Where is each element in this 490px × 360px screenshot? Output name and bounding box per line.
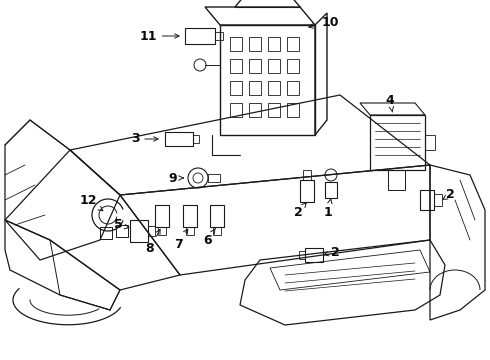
Text: 6: 6 <box>204 228 216 247</box>
Text: 9: 9 <box>169 171 183 184</box>
Text: 12: 12 <box>79 194 103 211</box>
Text: 2: 2 <box>324 246 340 258</box>
Text: 3: 3 <box>131 132 158 145</box>
Text: 11: 11 <box>139 30 179 42</box>
Text: 4: 4 <box>386 94 394 112</box>
Text: 7: 7 <box>173 229 188 251</box>
Text: 1: 1 <box>323 199 332 219</box>
Text: 5: 5 <box>114 219 129 231</box>
Text: 10: 10 <box>309 15 339 28</box>
Text: 8: 8 <box>146 229 160 255</box>
Text: 2: 2 <box>294 203 306 219</box>
Text: 2: 2 <box>442 189 454 202</box>
